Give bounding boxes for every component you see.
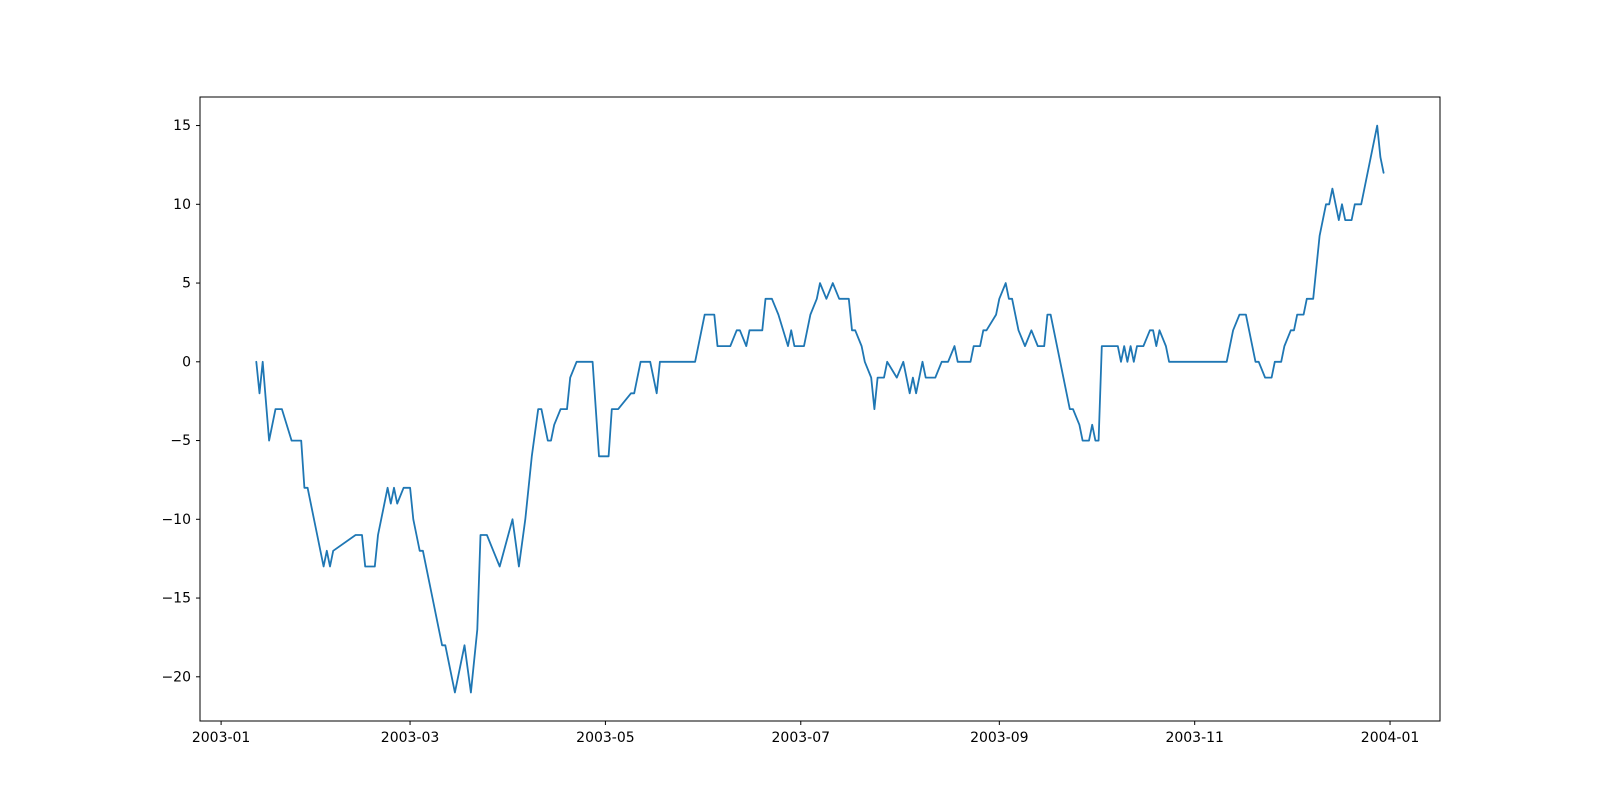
x-tick-label: 2003-05 bbox=[576, 730, 635, 746]
y-tick-label: −5 bbox=[170, 433, 191, 449]
y-tick-label: 10 bbox=[173, 197, 191, 213]
axes-frame bbox=[199, 96, 1441, 722]
y-tick-label: 15 bbox=[173, 118, 191, 134]
y-tick-label: −10 bbox=[161, 512, 191, 528]
x-tick-label: 2003-01 bbox=[192, 730, 251, 746]
y-tick-label: −20 bbox=[161, 669, 191, 685]
y-tick-label: −15 bbox=[161, 591, 191, 607]
y-tick-label: 5 bbox=[182, 276, 191, 292]
x-tick-label: 2003-11 bbox=[1165, 730, 1224, 746]
data-line-series bbox=[255, 124, 1385, 694]
axes-background bbox=[200, 97, 1440, 721]
x-tick-label: 2003-03 bbox=[381, 730, 440, 746]
x-tick-label: 2003-09 bbox=[970, 730, 1029, 746]
y-tick-label: 0 bbox=[182, 354, 191, 370]
x-tick-label: 2003-07 bbox=[772, 730, 831, 746]
x-tick-label: 2004-01 bbox=[1361, 730, 1420, 746]
